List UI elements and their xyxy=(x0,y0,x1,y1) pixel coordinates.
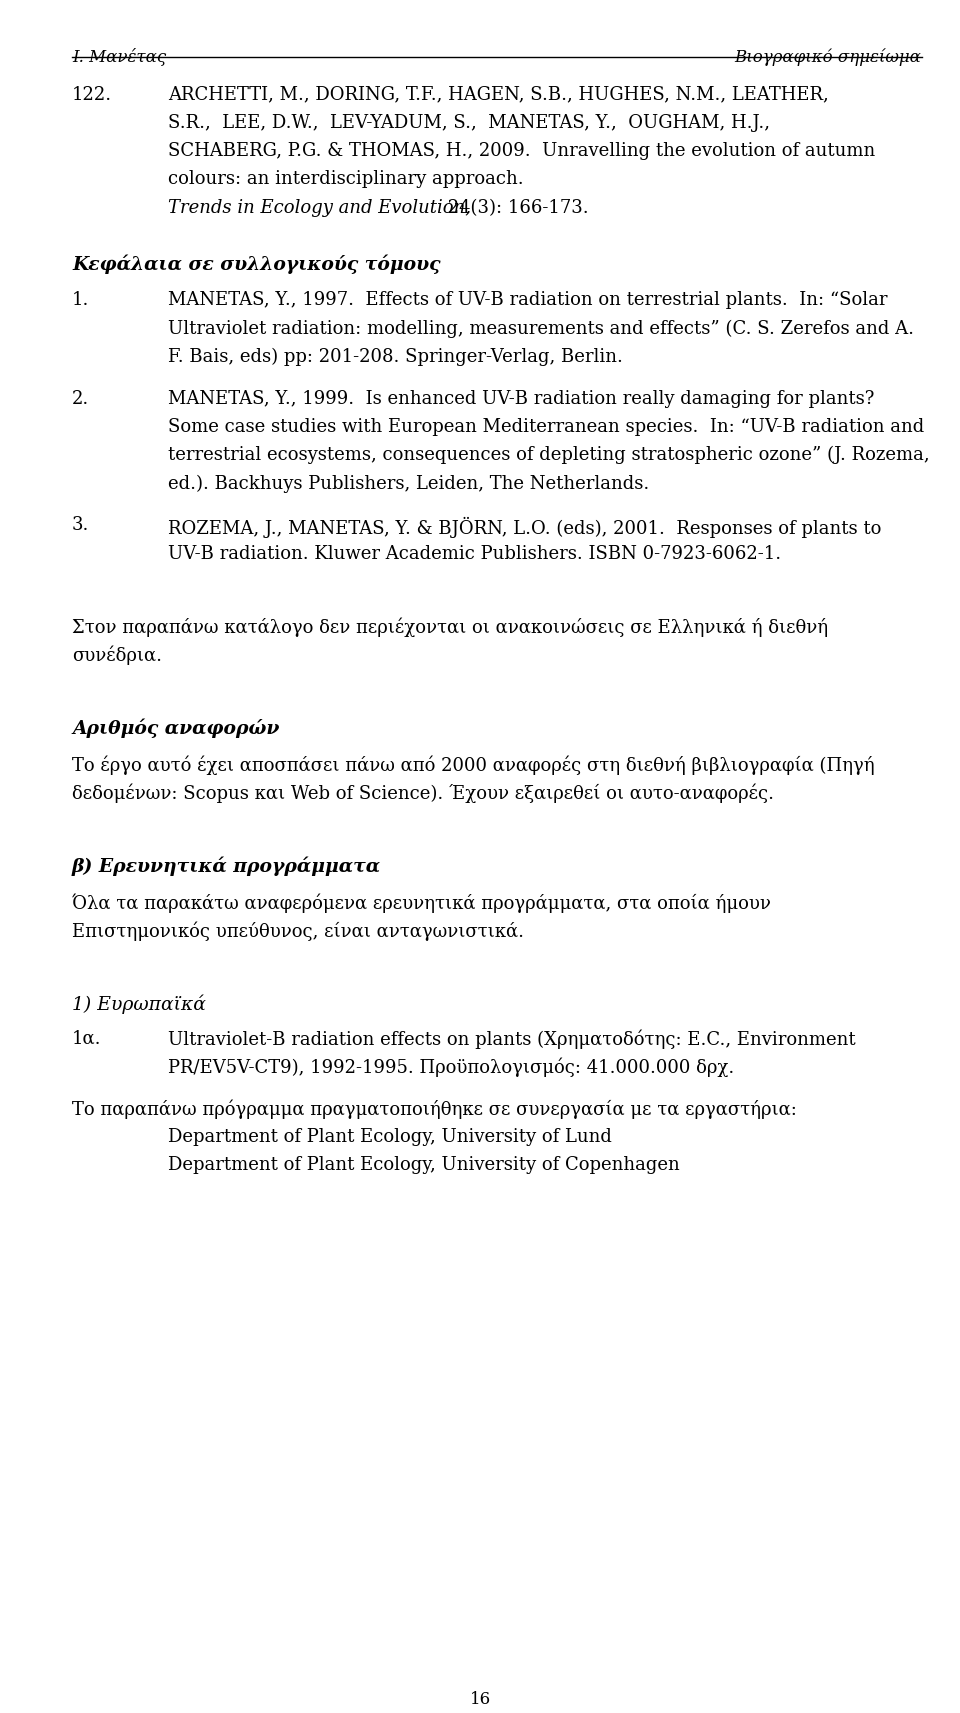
Text: ed.). Backhuys Publishers, Leiden, The Netherlands.: ed.). Backhuys Publishers, Leiden, The N… xyxy=(168,475,649,493)
Text: Some case studies with European Mediterranean species.  In: “UV-B radiation and: Some case studies with European Mediterr… xyxy=(168,418,924,437)
Text: Κεφάλαια σε συλλογικούς τόμους: Κεφάλαια σε συλλογικούς τόμους xyxy=(72,254,441,274)
Text: Το έργο αυτό έχει αποσπάσει πάνω από 2000 αναφορές στη διεθνή βιβλιογραφία (Πηγή: Το έργο αυτό έχει αποσπάσει πάνω από 200… xyxy=(72,755,875,774)
Text: ROZEMA, J., MANETAS, Y. & BJÖRN, L.O. (eds), 2001.  Responses of plants to: ROZEMA, J., MANETAS, Y. & BJÖRN, L.O. (e… xyxy=(168,516,881,538)
Text: 16: 16 xyxy=(469,1691,491,1708)
Text: 24(3): 166-173.: 24(3): 166-173. xyxy=(442,199,588,218)
Text: 3.: 3. xyxy=(72,516,89,534)
Text: Βιογραφικό σημείωμα: Βιογραφικό σημείωμα xyxy=(734,48,922,65)
Text: MANETAS, Y., 1999.  Is enhanced UV-B radiation really damaging for plants?: MANETAS, Y., 1999. Is enhanced UV-B radi… xyxy=(168,389,875,408)
Text: 1α.: 1α. xyxy=(72,1030,102,1048)
Text: terrestrial ecosystems, consequences of depleting stratospheric ozone” (J. Rozem: terrestrial ecosystems, consequences of … xyxy=(168,445,929,464)
Text: Επιστημονικός υπεύθυνος, είναι ανταγωνιστικά.: Επιστημονικός υπεύθυνος, είναι ανταγωνισ… xyxy=(72,922,524,940)
Text: β) Ερευνητικά προγράμματα: β) Ερευνητικά προγράμματα xyxy=(72,856,381,875)
Text: Ultraviolet-B radiation effects on plants (Χρηματοδότης: E.C., Environment: Ultraviolet-B radiation effects on plant… xyxy=(168,1030,855,1048)
Text: UV-B radiation. Kluwer Academic Publishers. ISBN 0-7923-6062-1.: UV-B radiation. Kluwer Academic Publishe… xyxy=(168,545,781,564)
Text: Το παραπάνω πρόγραμμα πραγματοποιήθηκε σε συνεργασία με τα εργαστήρια:: Το παραπάνω πρόγραμμα πραγματοποιήθηκε σ… xyxy=(72,1100,797,1119)
Text: Ultraviolet radiation: modelling, measurements and effects” (C. S. Zerefos and A: Ultraviolet radiation: modelling, measur… xyxy=(168,319,914,337)
Text: δεδομένων: Scopus και Web of Science). Έχουν εξαιρεθεί οι αυτο-αναφορές.: δεδομένων: Scopus και Web of Science). Έ… xyxy=(72,783,774,803)
Text: ARCHETTI, M., DORING, T.F., HAGEN, S.B., HUGHES, N.M., LEATHER,: ARCHETTI, M., DORING, T.F., HAGEN, S.B.,… xyxy=(168,86,828,104)
Text: PR/EV5V-CT9), 1992-1995. Προϋπολογισμός: 41.000.000 δρχ.: PR/EV5V-CT9), 1992-1995. Προϋπολογισμός:… xyxy=(168,1057,734,1077)
Text: Αριθμός αναφορών: Αριθμός αναφορών xyxy=(72,718,279,738)
Text: Department of Plant Ecology, University of Copenhagen: Department of Plant Ecology, University … xyxy=(168,1156,680,1175)
Text: 1.: 1. xyxy=(72,291,89,310)
Text: SCHABERG, P.G. & THOMAS, H., 2009.  Unravelling the evolution of autumn: SCHABERG, P.G. & THOMAS, H., 2009. Unrav… xyxy=(168,142,876,161)
Text: colours: an interdisciplinary approach.: colours: an interdisciplinary approach. xyxy=(168,170,523,188)
Text: MANETAS, Y., 1997.  Effects of UV-B radiation on terrestrial plants.  In: “Solar: MANETAS, Y., 1997. Effects of UV-B radia… xyxy=(168,291,887,310)
Text: 2.: 2. xyxy=(72,389,89,408)
Text: Στον παραπάνω κατάλογο δεν περιέχονται οι ανακοινώσεις σε Ελληνικά ή διεθνή: Στον παραπάνω κατάλογο δεν περιέχονται ο… xyxy=(72,617,828,637)
Text: 122.: 122. xyxy=(72,86,112,104)
Text: 1) Ευρωπαϊκά: 1) Ευρωπαϊκά xyxy=(72,994,205,1014)
Text: Department of Plant Ecology, University of Lund: Department of Plant Ecology, University … xyxy=(168,1127,612,1146)
Text: Ι. Μανέτας: Ι. Μανέτας xyxy=(72,48,166,67)
Text: συνέδρια.: συνέδρια. xyxy=(72,646,162,665)
Text: Trends in Ecology and Evolution,: Trends in Ecology and Evolution, xyxy=(168,199,471,218)
Text: S.R.,  LEE, D.W.,  LEV-YADUM, S.,  MANETAS, Y.,  OUGHAM, H.J.,: S.R., LEE, D.W., LEV-YADUM, S., MANETAS,… xyxy=(168,113,770,132)
Text: F. Bais, eds) pp: 201-208. Springer-Verlag, Berlin.: F. Bais, eds) pp: 201-208. Springer-Verl… xyxy=(168,348,623,367)
Text: Όλα τα παρακάτω αναφερόμενα ερευνητικά προγράμματα, στα οποία ήμουν: Όλα τα παρακάτω αναφερόμενα ερευνητικά π… xyxy=(72,892,771,913)
